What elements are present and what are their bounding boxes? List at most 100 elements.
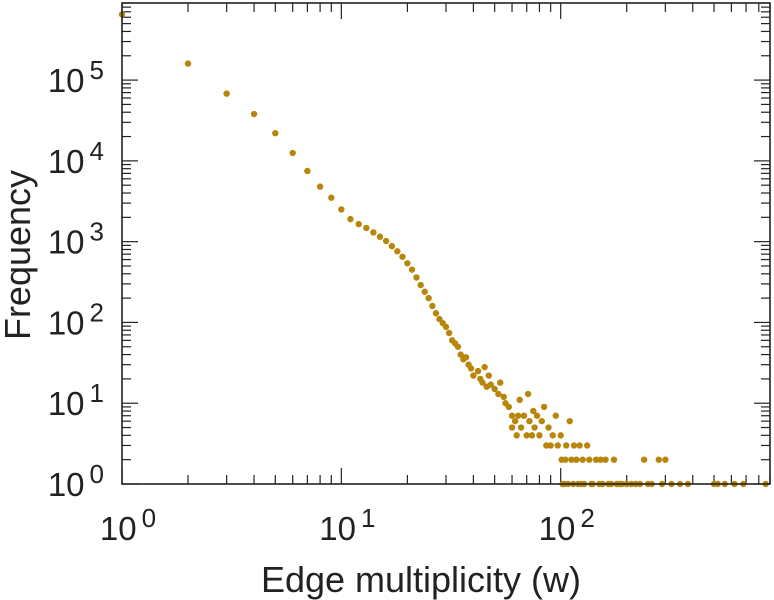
data-point xyxy=(566,417,573,425)
y-tick-label: 10 1 xyxy=(48,378,104,422)
data-point xyxy=(479,379,486,386)
data-point xyxy=(524,390,532,398)
data-point xyxy=(545,424,552,431)
data-point xyxy=(432,310,440,317)
data-point xyxy=(579,456,586,463)
data-point xyxy=(557,432,564,439)
data-point xyxy=(363,224,370,232)
data-point xyxy=(554,442,561,449)
data-point xyxy=(347,215,354,223)
y-axis-title: Frequency xyxy=(0,170,38,340)
x-axis-title: Edge multiplicity (w) xyxy=(261,559,581,600)
data-point xyxy=(184,60,192,67)
data-point xyxy=(523,432,530,439)
data-point xyxy=(586,456,593,463)
data-point xyxy=(495,390,502,398)
data-point xyxy=(491,385,498,393)
data-point xyxy=(445,329,453,337)
data-point xyxy=(487,381,494,388)
data-point xyxy=(223,90,230,97)
data-point xyxy=(576,442,583,449)
data-point xyxy=(538,417,545,425)
data-point xyxy=(417,281,424,289)
x-tick-label: 10 0 xyxy=(100,503,156,547)
data-point xyxy=(508,412,516,419)
y-tick-label: 10 0 xyxy=(48,459,104,503)
data-point xyxy=(462,354,470,361)
data-point xyxy=(547,442,554,449)
data-point xyxy=(421,288,428,295)
data-point xyxy=(602,456,609,463)
data-point xyxy=(425,294,432,302)
data-point xyxy=(517,424,525,431)
data-point xyxy=(404,260,411,267)
data-point xyxy=(533,412,541,419)
data-point xyxy=(520,412,528,419)
data-point xyxy=(497,379,504,386)
data-point xyxy=(531,424,538,431)
data-point xyxy=(304,167,311,175)
y-tick-label: 10 2 xyxy=(48,297,104,341)
data-point xyxy=(355,220,362,228)
plot-frame xyxy=(121,2,771,485)
data-point xyxy=(568,456,575,463)
data-point xyxy=(563,442,570,449)
data-point xyxy=(382,237,390,245)
data-point xyxy=(526,417,533,425)
data-point xyxy=(399,253,406,260)
data-point xyxy=(338,206,345,213)
y-tick-label: 10 5 xyxy=(48,55,104,99)
data-point xyxy=(394,248,401,255)
data-point xyxy=(562,456,569,463)
data-point xyxy=(508,424,516,431)
data-point xyxy=(470,372,477,379)
data-point xyxy=(505,403,513,411)
data-point xyxy=(408,266,416,273)
tick-labels: 10 0 10 1 10 2 10 0 10 1 10 2 10 3 10 4 10 5 xyxy=(48,55,595,547)
data-point xyxy=(592,456,600,463)
data-point xyxy=(457,351,464,358)
y-tick-label: 10 4 xyxy=(48,136,104,180)
data-point xyxy=(570,442,578,449)
data-point xyxy=(540,403,548,411)
data-point xyxy=(662,456,669,463)
data-point xyxy=(516,396,523,404)
data-point xyxy=(610,456,618,463)
data-point xyxy=(316,183,324,190)
data-point xyxy=(328,194,335,201)
data-point xyxy=(376,233,384,240)
data-point xyxy=(442,323,450,331)
data-point xyxy=(429,302,436,310)
data-point xyxy=(511,417,519,425)
data-point xyxy=(474,367,482,375)
data-point xyxy=(481,363,488,371)
data-point xyxy=(530,407,537,415)
data-point xyxy=(528,432,536,439)
data-point xyxy=(655,456,662,463)
data-point xyxy=(454,343,462,350)
data-point xyxy=(370,229,377,236)
data-point xyxy=(500,393,507,401)
data-point xyxy=(388,242,396,250)
data-point xyxy=(272,130,279,137)
data-point xyxy=(514,412,522,419)
data-point xyxy=(552,412,560,419)
data-point xyxy=(467,365,475,372)
data-point xyxy=(583,442,591,449)
y-tick-label: 10 3 xyxy=(48,217,104,261)
data-point xyxy=(250,110,258,118)
data-point xyxy=(289,149,296,157)
x-tick-label: 10 1 xyxy=(319,503,375,547)
data-points xyxy=(118,11,769,488)
data-point xyxy=(513,432,520,439)
x-tick-label: 10 2 xyxy=(539,503,595,547)
data-point xyxy=(413,274,420,281)
data-point xyxy=(485,372,492,379)
tick-marks xyxy=(121,2,771,485)
data-point xyxy=(573,456,580,463)
data-point xyxy=(640,456,648,463)
data-point xyxy=(549,432,556,439)
data-point xyxy=(536,432,543,439)
